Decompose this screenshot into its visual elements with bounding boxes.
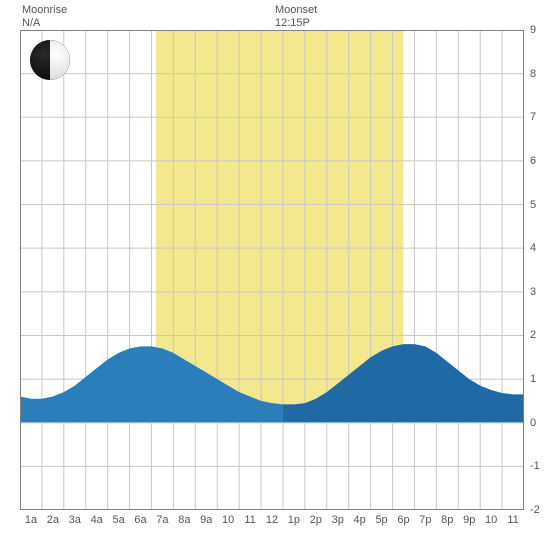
x-tick-label: 4a [91,514,103,526]
y-tick-label: 7 [530,111,536,123]
moonset-value: 12:15P [275,17,310,30]
moonset-label: Moonset [275,4,317,17]
moonrise-value: N/A [22,17,40,30]
x-tick-label: 7a [156,514,168,526]
x-tick-label: 1a [25,514,37,526]
x-tick-label: 1p [288,514,300,526]
header: Moonrise N/A Moonset 12:15P [0,4,550,32]
x-tick-label: 5a [112,514,124,526]
x-tick-label: 6p [397,514,409,526]
moonrise-label: Moonrise [22,4,67,17]
y-tick-label: 9 [530,24,536,36]
x-tick-label: 3a [69,514,81,526]
y-tick-label: 5 [530,199,536,211]
x-tick-label: 11 [244,514,255,526]
y-tick-label: 8 [530,68,536,80]
y-tick-label: -1 [530,460,540,472]
y-axis-labels: -2-10123456789 [530,30,550,510]
x-tick-label: 11 [507,514,518,526]
x-tick-label: 12 [266,514,278,526]
x-tick-label: 9p [463,514,475,526]
x-tick-label: 9a [200,514,212,526]
x-axis-labels: 1a 2a 3a 4a 5a 6a 7a 8a 9a 10 11 12 1p 2p 3p 4p 5p 6p 7p 8p… [20,514,524,530]
y-tick-label: 2 [530,329,536,341]
y-tick-label: 1 [530,373,536,385]
x-tick-label: 8a [178,514,190,526]
x-tick-label: 8p [441,514,453,526]
x-tick-label: 5p [375,514,387,526]
y-tick-label: 3 [530,286,536,298]
tide-moon-chart: Moonrise N/A Moonset 12:15P -2-101234567… [0,0,550,550]
chart-plot [20,30,524,510]
y-tick-label: 4 [530,242,536,254]
x-tick-label: 2p [310,514,322,526]
moon-phase-icon [30,40,70,80]
y-tick-label: 6 [530,155,536,167]
x-tick-label: 7p [419,514,431,526]
x-tick-label: 6a [134,514,146,526]
x-tick-label: 4p [354,514,366,526]
x-tick-label: 10 [485,514,497,526]
x-tick-label: 3p [332,514,344,526]
y-tick-label: -2 [530,504,540,516]
x-tick-label: 2a [47,514,59,526]
y-tick-label: 0 [530,417,536,429]
x-tick-label: 10 [222,514,234,526]
